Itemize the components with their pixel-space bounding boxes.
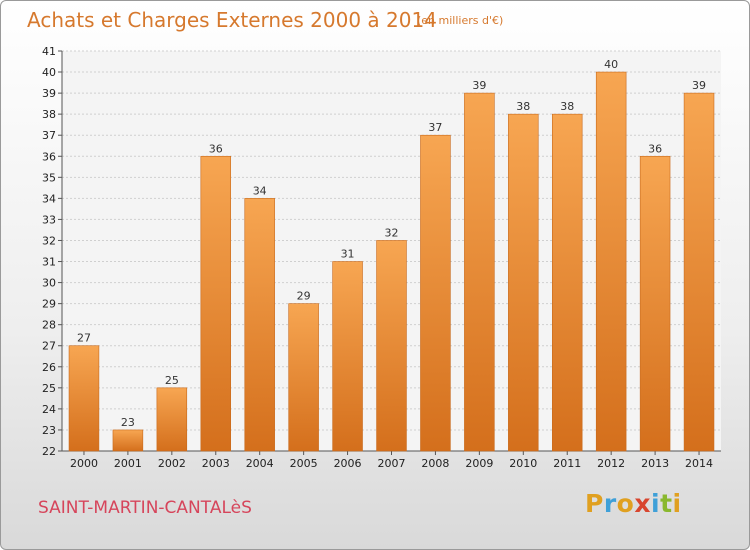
y-tick-label: 38 <box>42 108 56 121</box>
logo-letter: r <box>603 489 617 518</box>
y-tick-label: 23 <box>42 424 56 437</box>
bar <box>288 303 319 452</box>
bar <box>464 92 495 452</box>
bar-value-label: 37 <box>428 121 442 134</box>
bar-value-label: 25 <box>165 374 179 387</box>
y-tick-label: 39 <box>42 87 56 100</box>
y-tick-label: 27 <box>42 340 56 353</box>
x-tick-label: 2003 <box>202 457 230 470</box>
bars <box>68 71 715 452</box>
x-tick-label: 2012 <box>597 457 625 470</box>
y-tick-label: 41 <box>42 45 56 58</box>
bar-value-label: 39 <box>472 79 486 92</box>
bar-value-label: 38 <box>516 100 530 113</box>
bar-value-label: 34 <box>253 184 267 197</box>
logo-letter: x <box>634 489 651 518</box>
bar-value-label: 29 <box>297 290 311 303</box>
logo-letter: i <box>672 489 682 518</box>
bar <box>551 113 583 452</box>
y-tick-label: 36 <box>42 150 56 163</box>
chart-title: Achats et Charges Externes 2000 à 2014 <box>27 8 437 32</box>
bar-labels: 27 23 25 36 34 29 31 32 37 39 38 38 40 36 39 <box>77 58 706 429</box>
y-tick-label: 25 <box>42 382 56 395</box>
bar-value-label: 36 <box>209 142 223 155</box>
bar <box>332 261 363 452</box>
proxiti-logo: Proxiti <box>585 489 682 518</box>
x-tick-label: 2013 <box>641 457 669 470</box>
bar-value-label: 40 <box>604 58 618 71</box>
axes: 22 23 24 25 26 27 28 29 30 31 32 33 34 35 36 37 38 39 40 41… <box>42 45 721 470</box>
logo-letter: t <box>660 489 673 518</box>
x-tick-label: 2007 <box>378 457 406 470</box>
bar <box>68 345 100 452</box>
bar-value-label: 27 <box>77 332 91 345</box>
y-tick-label: 29 <box>42 298 56 311</box>
x-tick-label: 2000 <box>70 457 98 470</box>
y-tick-label: 37 <box>42 129 56 142</box>
bar <box>595 71 627 452</box>
y-tick-label: 31 <box>42 256 56 269</box>
bar <box>156 387 188 452</box>
chart-subtitle: (en milliers d'€) <box>417 14 504 27</box>
bar-value-label: 31 <box>341 248 355 261</box>
x-tick-label: 2004 <box>246 457 274 470</box>
y-tick-label: 40 <box>42 66 56 79</box>
y-tick-label: 22 <box>42 445 56 458</box>
x-tick-label: 2011 <box>553 457 581 470</box>
bar <box>112 429 144 452</box>
x-tick-label: 2006 <box>334 457 362 470</box>
y-tick-label: 30 <box>42 277 56 290</box>
bar <box>508 113 539 452</box>
logo-letter: o <box>616 489 635 518</box>
x-tick-label: 2009 <box>465 457 493 470</box>
bar-value-label: 38 <box>560 100 574 113</box>
bar-value-label: 36 <box>648 142 662 155</box>
y-tick-label: 26 <box>42 361 56 374</box>
y-tick-label: 33 <box>42 213 56 226</box>
bar-value-label: 32 <box>385 226 399 239</box>
logo-letter: i <box>651 489 661 518</box>
y-tick-label: 35 <box>42 171 56 184</box>
bar <box>639 155 671 452</box>
y-tick-label: 28 <box>42 319 56 332</box>
x-tick-label: 2014 <box>685 457 713 470</box>
bar <box>376 240 407 452</box>
logo-letter: P <box>585 489 604 518</box>
y-tick-label: 24 <box>42 403 56 416</box>
bar <box>244 198 275 452</box>
x-tick-label: 2002 <box>158 457 186 470</box>
bar-value-label: 23 <box>121 416 135 429</box>
y-tick-label: 32 <box>42 234 56 247</box>
x-tick-label: 2008 <box>421 457 449 470</box>
x-tick-label: 2005 <box>290 457 318 470</box>
bar <box>420 134 451 452</box>
y-tick-label: 34 <box>42 192 56 205</box>
x-tick-label: 2001 <box>114 457 142 470</box>
commune-name: SAINT-MARTIN-CANTALèS <box>38 498 252 518</box>
x-tick-label: 2010 <box>509 457 537 470</box>
bar <box>683 92 715 452</box>
bar <box>200 155 232 452</box>
bar-value-label: 39 <box>692 79 706 92</box>
